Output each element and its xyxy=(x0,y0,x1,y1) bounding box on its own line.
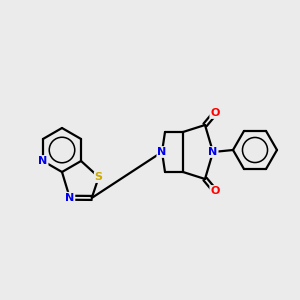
Text: O: O xyxy=(210,186,220,196)
Text: O: O xyxy=(210,108,220,118)
Text: N: N xyxy=(158,147,166,157)
Text: N: N xyxy=(38,156,48,166)
Text: N: N xyxy=(208,147,217,157)
Text: S: S xyxy=(95,172,103,182)
Text: N: N xyxy=(65,193,74,203)
